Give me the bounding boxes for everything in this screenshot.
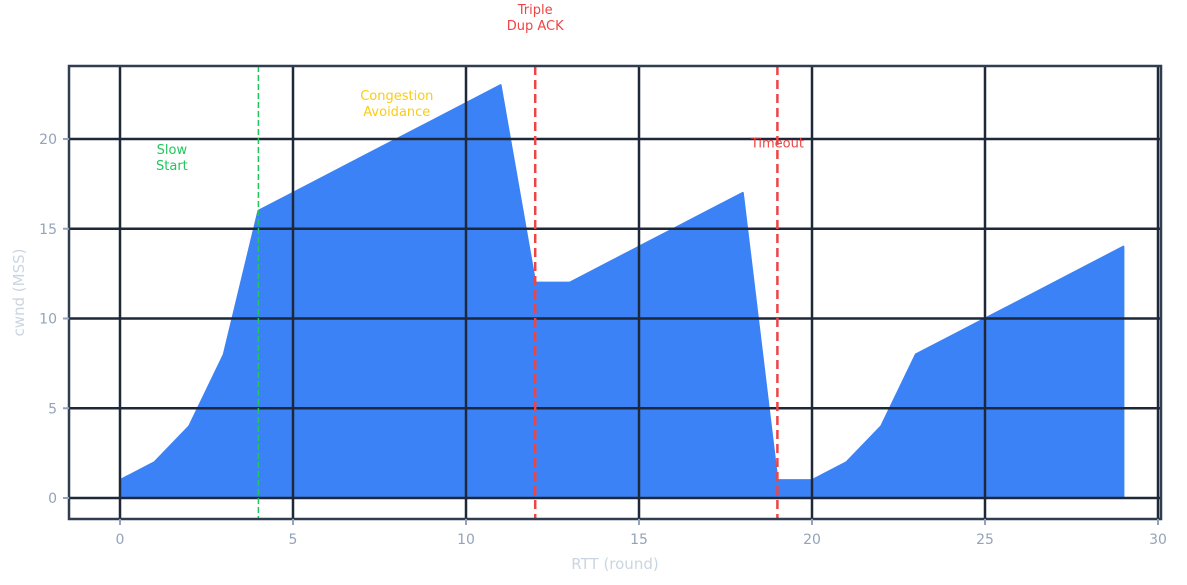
x-tick-label: 5 bbox=[289, 532, 298, 548]
x-axis-title: RTT (round) bbox=[571, 555, 658, 573]
x-tick-label: 20 bbox=[803, 532, 821, 548]
x-tick-label: 15 bbox=[630, 532, 648, 548]
annotation-label: Timeout bbox=[750, 137, 804, 152]
gridlines bbox=[69, 66, 1161, 519]
annotation-label: Slow Start bbox=[156, 143, 188, 174]
cwnd-area bbox=[119, 84, 1125, 499]
annotation-label: Congestion Avoidance bbox=[360, 89, 433, 120]
annotation-line: Congestion bbox=[360, 89, 433, 104]
axis-ticks: 0 5 10 15 20 25 30 0 5 10 15 20 bbox=[39, 132, 1167, 548]
x-tick-label: 30 bbox=[1149, 532, 1167, 548]
y-tick-label: 0 bbox=[48, 491, 57, 507]
x-tick-label: 0 bbox=[116, 532, 125, 548]
annotation-line: Dup ACK bbox=[507, 19, 564, 34]
event-markers bbox=[257, 66, 779, 519]
annotation-label: Triple Dup ACK bbox=[507, 3, 564, 34]
axes-frame-rect bbox=[67, 64, 1163, 521]
x-tick-label: 25 bbox=[976, 532, 994, 548]
annotation-line: Triple bbox=[517, 3, 553, 18]
axes-frame bbox=[67, 64, 1163, 521]
annotation-line: Start bbox=[156, 159, 188, 174]
annotation-line: Avoidance bbox=[363, 105, 430, 120]
phase-annotations: Slow Start Congestion Avoidance Triple Dup AC… bbox=[156, 3, 804, 174]
y-tick-label: 10 bbox=[39, 312, 57, 328]
annotation-line: Timeout bbox=[750, 137, 804, 152]
annotation-line: Slow bbox=[157, 143, 188, 158]
y-tick-label: 20 bbox=[39, 132, 57, 148]
y-tick-label: 5 bbox=[48, 401, 57, 417]
y-axis-title: cwnd (MSS) bbox=[10, 248, 28, 336]
x-tick-label: 10 bbox=[457, 532, 475, 548]
cwnd-area-series bbox=[119, 84, 1125, 499]
y-tick-label: 15 bbox=[39, 222, 57, 238]
